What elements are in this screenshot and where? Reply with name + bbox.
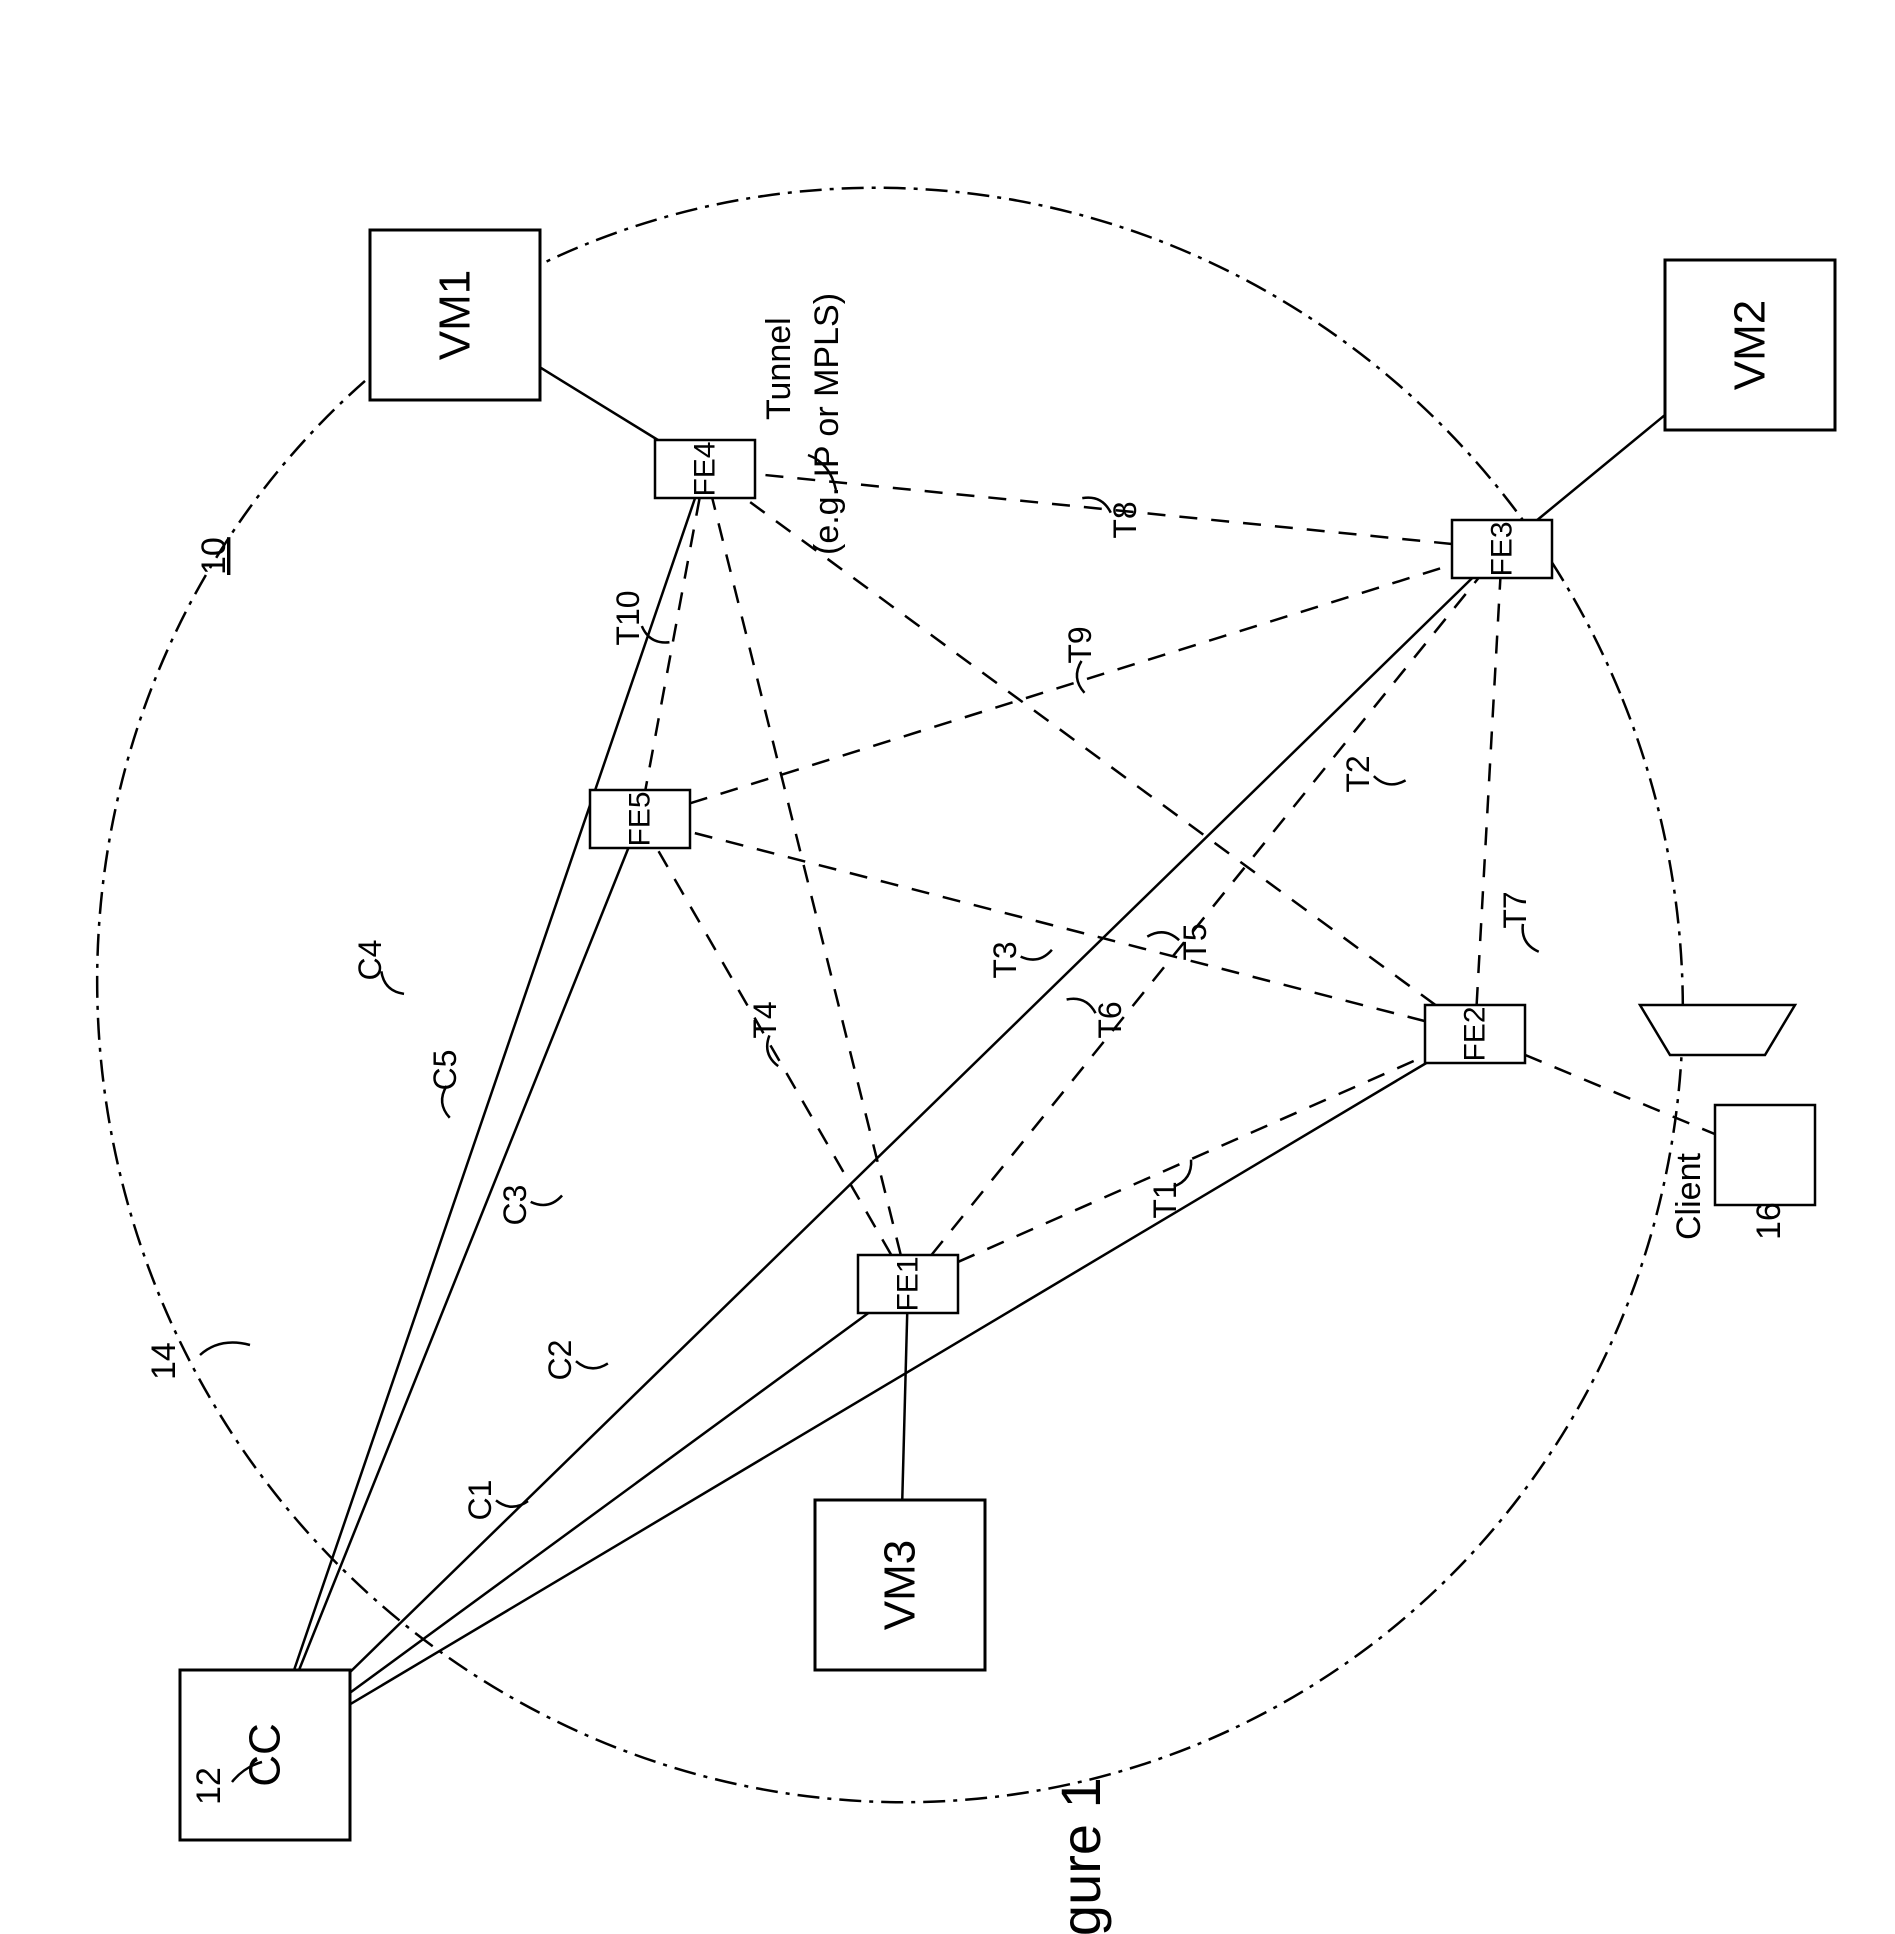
edge-tick-c3 <box>531 1196 562 1205</box>
boundary-ref: 14 <box>145 1342 183 1380</box>
tunnel-t8 <box>755 474 1452 544</box>
node-cc: CC <box>180 1670 350 1840</box>
edge-label-t8: T8 <box>1107 501 1143 538</box>
system-ref: 10 <box>195 537 233 575</box>
edge-label-t3: T3 <box>987 941 1023 978</box>
edge-label-c3: C3 <box>497 1185 533 1226</box>
node-label-fe5: FE5 <box>624 791 657 846</box>
client-icon <box>1640 1005 1795 1055</box>
edge-label-c4: C4 <box>352 940 388 981</box>
link-vm3-fe1 <box>902 1313 907 1500</box>
edge-label-c2: C2 <box>542 1340 578 1381</box>
edge-tick-c2 <box>576 1361 608 1368</box>
link-c5 <box>299 848 628 1670</box>
cc-ref: 12 <box>190 1767 228 1805</box>
edge-label-t7: T7 <box>1497 891 1533 928</box>
edge-labels: C1 C2 C3 C4 C5 T1 T2 T3 T4 T5 T6 T7 T8 T9 T10 <box>352 501 1533 1520</box>
node-fe5: FE5 <box>590 790 690 848</box>
nodes-group: CC FE1 FE2 FE3 FE4 FE5 VM1 VM2 VM3 <box>180 230 1835 1840</box>
tunnel-t5 <box>690 832 1425 1021</box>
boundary-ref-tick <box>200 1343 250 1355</box>
edge-label-t4: T4 <box>747 1001 783 1038</box>
tunnel-t1 <box>958 1056 1425 1262</box>
node-vm1: VM1 <box>370 230 540 400</box>
edge-label-t9: T9 <box>1062 626 1098 663</box>
tunnel-label-1: Tunnel <box>760 317 798 420</box>
tunnel-t9 <box>745 498 1436 1005</box>
node-fe4: FE4 <box>655 440 755 498</box>
edge-tick-t2 <box>1374 776 1406 784</box>
node-client_box <box>1715 1105 1815 1205</box>
edge-tick-t9 <box>1077 661 1085 693</box>
edge-label-t6: T6 <box>1092 1001 1128 1038</box>
tunnel-t6 <box>712 498 901 1255</box>
node-vm2: VM2 <box>1665 260 1835 430</box>
tunnel-t10 <box>645 498 699 790</box>
client-monitor-base <box>1640 1005 1795 1055</box>
node-label-cc: CC <box>241 1723 290 1787</box>
tunnel-fe5-fe3 <box>690 565 1452 804</box>
tunnel-label-2: (e.g. IP or MPLS) <box>808 293 846 555</box>
dashed-edges <box>645 474 1715 1262</box>
tunnel-t7 <box>1525 1055 1715 1134</box>
edge-label-t10: T10 <box>610 590 646 645</box>
client-ref: 16 <box>1750 1202 1788 1240</box>
edge-label-c1: C1 <box>462 1480 498 1521</box>
edge-label-t5: T5 <box>1177 923 1213 960</box>
tunnel-t2 <box>1477 578 1501 1005</box>
tunnel-t4 <box>657 848 892 1255</box>
link-vm1-fe4 <box>540 367 658 440</box>
edge-tick-t5 <box>1147 932 1179 940</box>
link-vm2-fe3 <box>1537 415 1665 520</box>
client-label: Client <box>1670 1153 1708 1240</box>
edge-tick-t3 <box>1021 950 1052 960</box>
node-fe3: FE3 <box>1452 520 1552 578</box>
node-label-vm1: VM1 <box>431 270 480 360</box>
edge-tick-c1 <box>496 1500 528 1506</box>
node-label-fe2: FE2 <box>1459 1006 1492 1061</box>
node-fe1: FE1 <box>858 1255 958 1313</box>
node-label-fe3: FE3 <box>1486 521 1519 576</box>
link-c1 <box>350 1313 868 1693</box>
node-vm3: VM3 <box>815 1500 985 1670</box>
node-label-vm2: VM2 <box>1726 300 1775 390</box>
node-label-vm3: VM3 <box>876 1540 925 1630</box>
node-fe2: FE2 <box>1425 1005 1525 1063</box>
edge-label-t2: T2 <box>1340 755 1376 792</box>
edge-label-t1: T1 <box>1147 1181 1183 1218</box>
diagram-canvas: C1 C2 C3 C4 C5 T1 T2 T3 T4 T5 T6 T7 T8 T9 T10 CC FE1 FE2… <box>0 0 1895 1934</box>
node-label-fe4: FE4 <box>689 441 722 496</box>
edge-label-c5: C5 <box>427 1050 463 1091</box>
figure-caption: Figure 1 <box>1049 1777 1112 1934</box>
node-label-fe1: FE1 <box>892 1256 925 1311</box>
